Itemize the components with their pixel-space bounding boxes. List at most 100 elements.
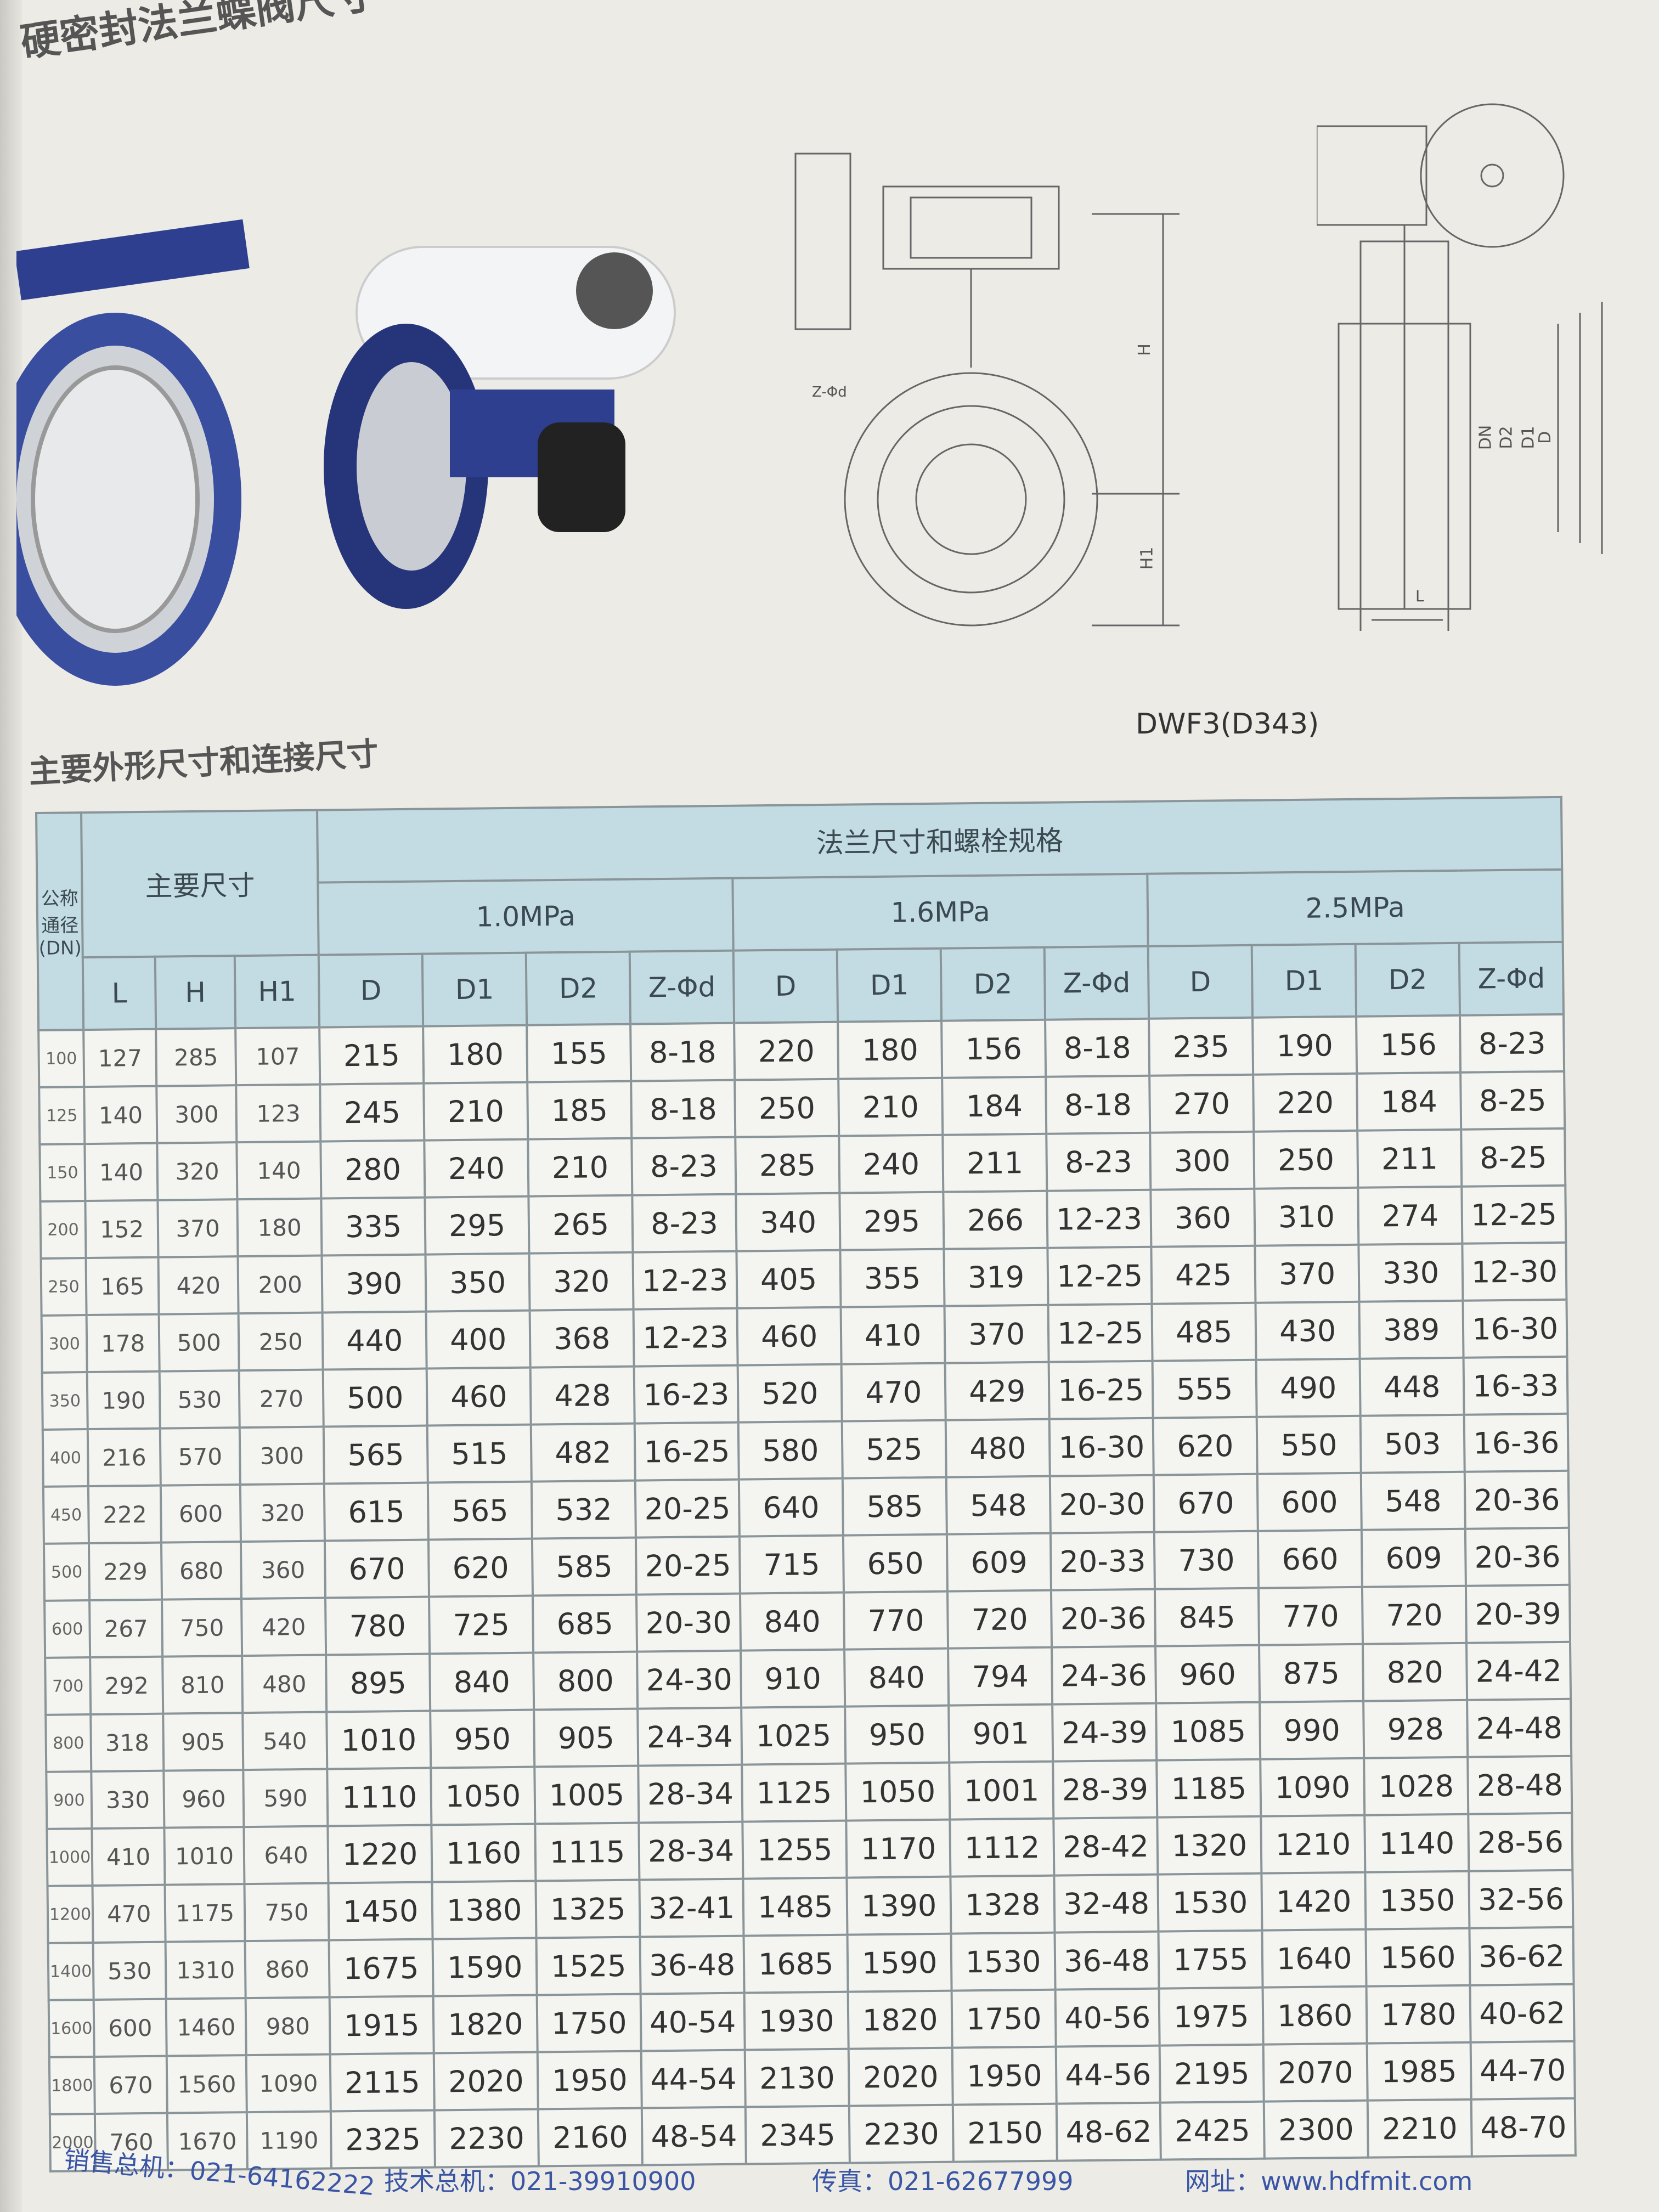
page-title: 硬密封法兰蝶阀尺寸 [18,0,376,66]
table-cell: 548 [946,1476,1051,1534]
table-cell: 490 [1256,1358,1361,1417]
dimension-l-label: L [1415,587,1424,605]
table-cell: 503 [1360,1414,1465,1473]
table-cell: 370 [1255,1244,1359,1303]
table-cell: 200 [238,1255,323,1314]
table-cell: 1310 [165,1941,246,1999]
table-cell: 390 [321,1254,426,1313]
table-cell: 570 [160,1427,241,1486]
table-cell: 12-25 [1047,1246,1152,1305]
table-cell: 320 [240,1483,325,1542]
table-cell: 211 [943,1133,1047,1192]
valve-front-drawing [794,153,1180,627]
dn-cell: 1200 [47,1886,93,1943]
dimension-table: 公称通径(DN) 主要尺寸 法兰尺寸和螺栓规格 1.0MPa 1.6MPa 2.… [35,796,1577,2172]
table-cell: 1685 [743,1934,848,1993]
table-cell: 1140 [1364,1814,1469,1872]
table-cell: 12-23 [1047,1189,1152,1248]
table-cell: 340 [736,1193,840,1251]
table-cell: 429 [945,1362,1049,1420]
table-cell: 20-25 [635,1479,740,1538]
table-cell: 875 [1259,1644,1364,1702]
table-cell: 28-34 [639,1821,743,1880]
table-cell: 285 [156,1028,236,1086]
table-cell: 184 [1357,1072,1462,1131]
table-cell: 184 [942,1076,1047,1135]
website-link[interactable]: 网址：www.hdfmit.com [1185,2166,1473,2196]
table-cell: 318 [91,1713,164,1772]
table-cell: 820 [1363,1643,1468,1701]
table-cell: 720 [947,1590,1052,1649]
table-cell: 250 [238,1312,323,1371]
table-cell: 1590 [847,1933,952,1992]
table-cell: 8-23 [1046,1132,1151,1191]
table-cell: 548 [1361,1471,1465,1530]
table-cell: 28-39 [1053,1760,1158,1819]
table-cell: 2115 [330,2053,435,2112]
table-cell: 470 [841,1363,946,1421]
table-cell: 1530 [1158,1873,1262,1932]
table-cell: 1930 [744,1991,849,2050]
table-cell: 300 [239,1426,325,1485]
dn-header: 公称通径(DN) [36,812,84,1030]
table-cell: 2130 [744,2049,849,2107]
table-cell: 500 [323,1368,427,1427]
dimension-h-label: H [1135,343,1154,356]
table-cell: 320 [157,1142,238,1200]
table-cell: 48-62 [1056,2102,1161,2161]
dimension-h1-label: H1 [1137,546,1157,570]
table-cell: 585 [842,1477,947,1536]
table-cell: 1860 [1262,1986,1367,2045]
table-cell: 910 [741,1649,845,1708]
table-cell: 1950 [952,2046,1057,2105]
table-cell: 20-30 [636,1593,741,1652]
table-cell: 860 [245,1940,330,1999]
dn-cell: 250 [41,1258,87,1316]
table-cell: 8-25 [1460,1071,1565,1130]
table-cell: 960 [1155,1645,1260,1703]
book-spine-shadow [0,0,22,2212]
table-cell: 1560 [1365,1928,1470,1987]
table-cell: 1085 [1156,1702,1261,1760]
table-cell: 28-48 [1468,1756,1572,1814]
table-cell: 585 [532,1537,637,1596]
table-cell: 428 [530,1366,635,1425]
table-cell: 20-36 [1464,1470,1569,1529]
table-cell: 355 [840,1249,945,1307]
table-cell: 127 [83,1029,157,1087]
table-cell: 470 [92,1884,166,1943]
table-cell: 2150 [952,2103,1058,2162]
section-title: 主要外形尺寸和连接尺寸 [27,735,380,791]
table-cell: 840 [740,1592,845,1651]
table-cell: 24-42 [1466,1641,1571,1700]
table-cell: 540 [242,1712,328,1770]
table-cell: 8-23 [632,1194,737,1252]
table-cell: 770 [844,1591,949,1650]
table-cell: 905 [163,1713,244,1771]
table-cell: 400 [426,1310,531,1369]
table-cell: 8-18 [1045,1018,1150,1077]
table-cell: 8-18 [630,1023,735,1081]
table-cell: 1675 [329,1939,433,1997]
table-cell: 320 [529,1252,634,1311]
table-cell: 152 [85,1200,159,1259]
table-cell: 980 [245,1997,330,2056]
table-cell: 180 [423,1025,528,1084]
table-cell: 1090 [1260,1758,1365,1816]
table-cell: 370 [944,1305,1049,1363]
table-cell: 1328 [950,1875,1055,1934]
table-cell: 500 [159,1313,239,1372]
table-cell: 300 [156,1085,237,1143]
column-header-flange: D [318,953,424,1028]
table-cell: 600 [161,1485,241,1543]
table-cell: 1160 [431,1824,536,1882]
table-cell: 20-36 [1051,1589,1156,1647]
table-cell: 24-36 [1052,1646,1156,1705]
table-cell: 1125 [742,1763,847,1822]
table-cell: 640 [244,1826,329,1884]
table-cell: 16-36 [1464,1413,1568,1472]
table-cell: 810 [162,1656,243,1714]
table-cell: 48-54 [641,2107,747,2165]
table-cell: 670 [1153,1474,1259,1532]
table-cell: 1170 [846,1819,951,1878]
